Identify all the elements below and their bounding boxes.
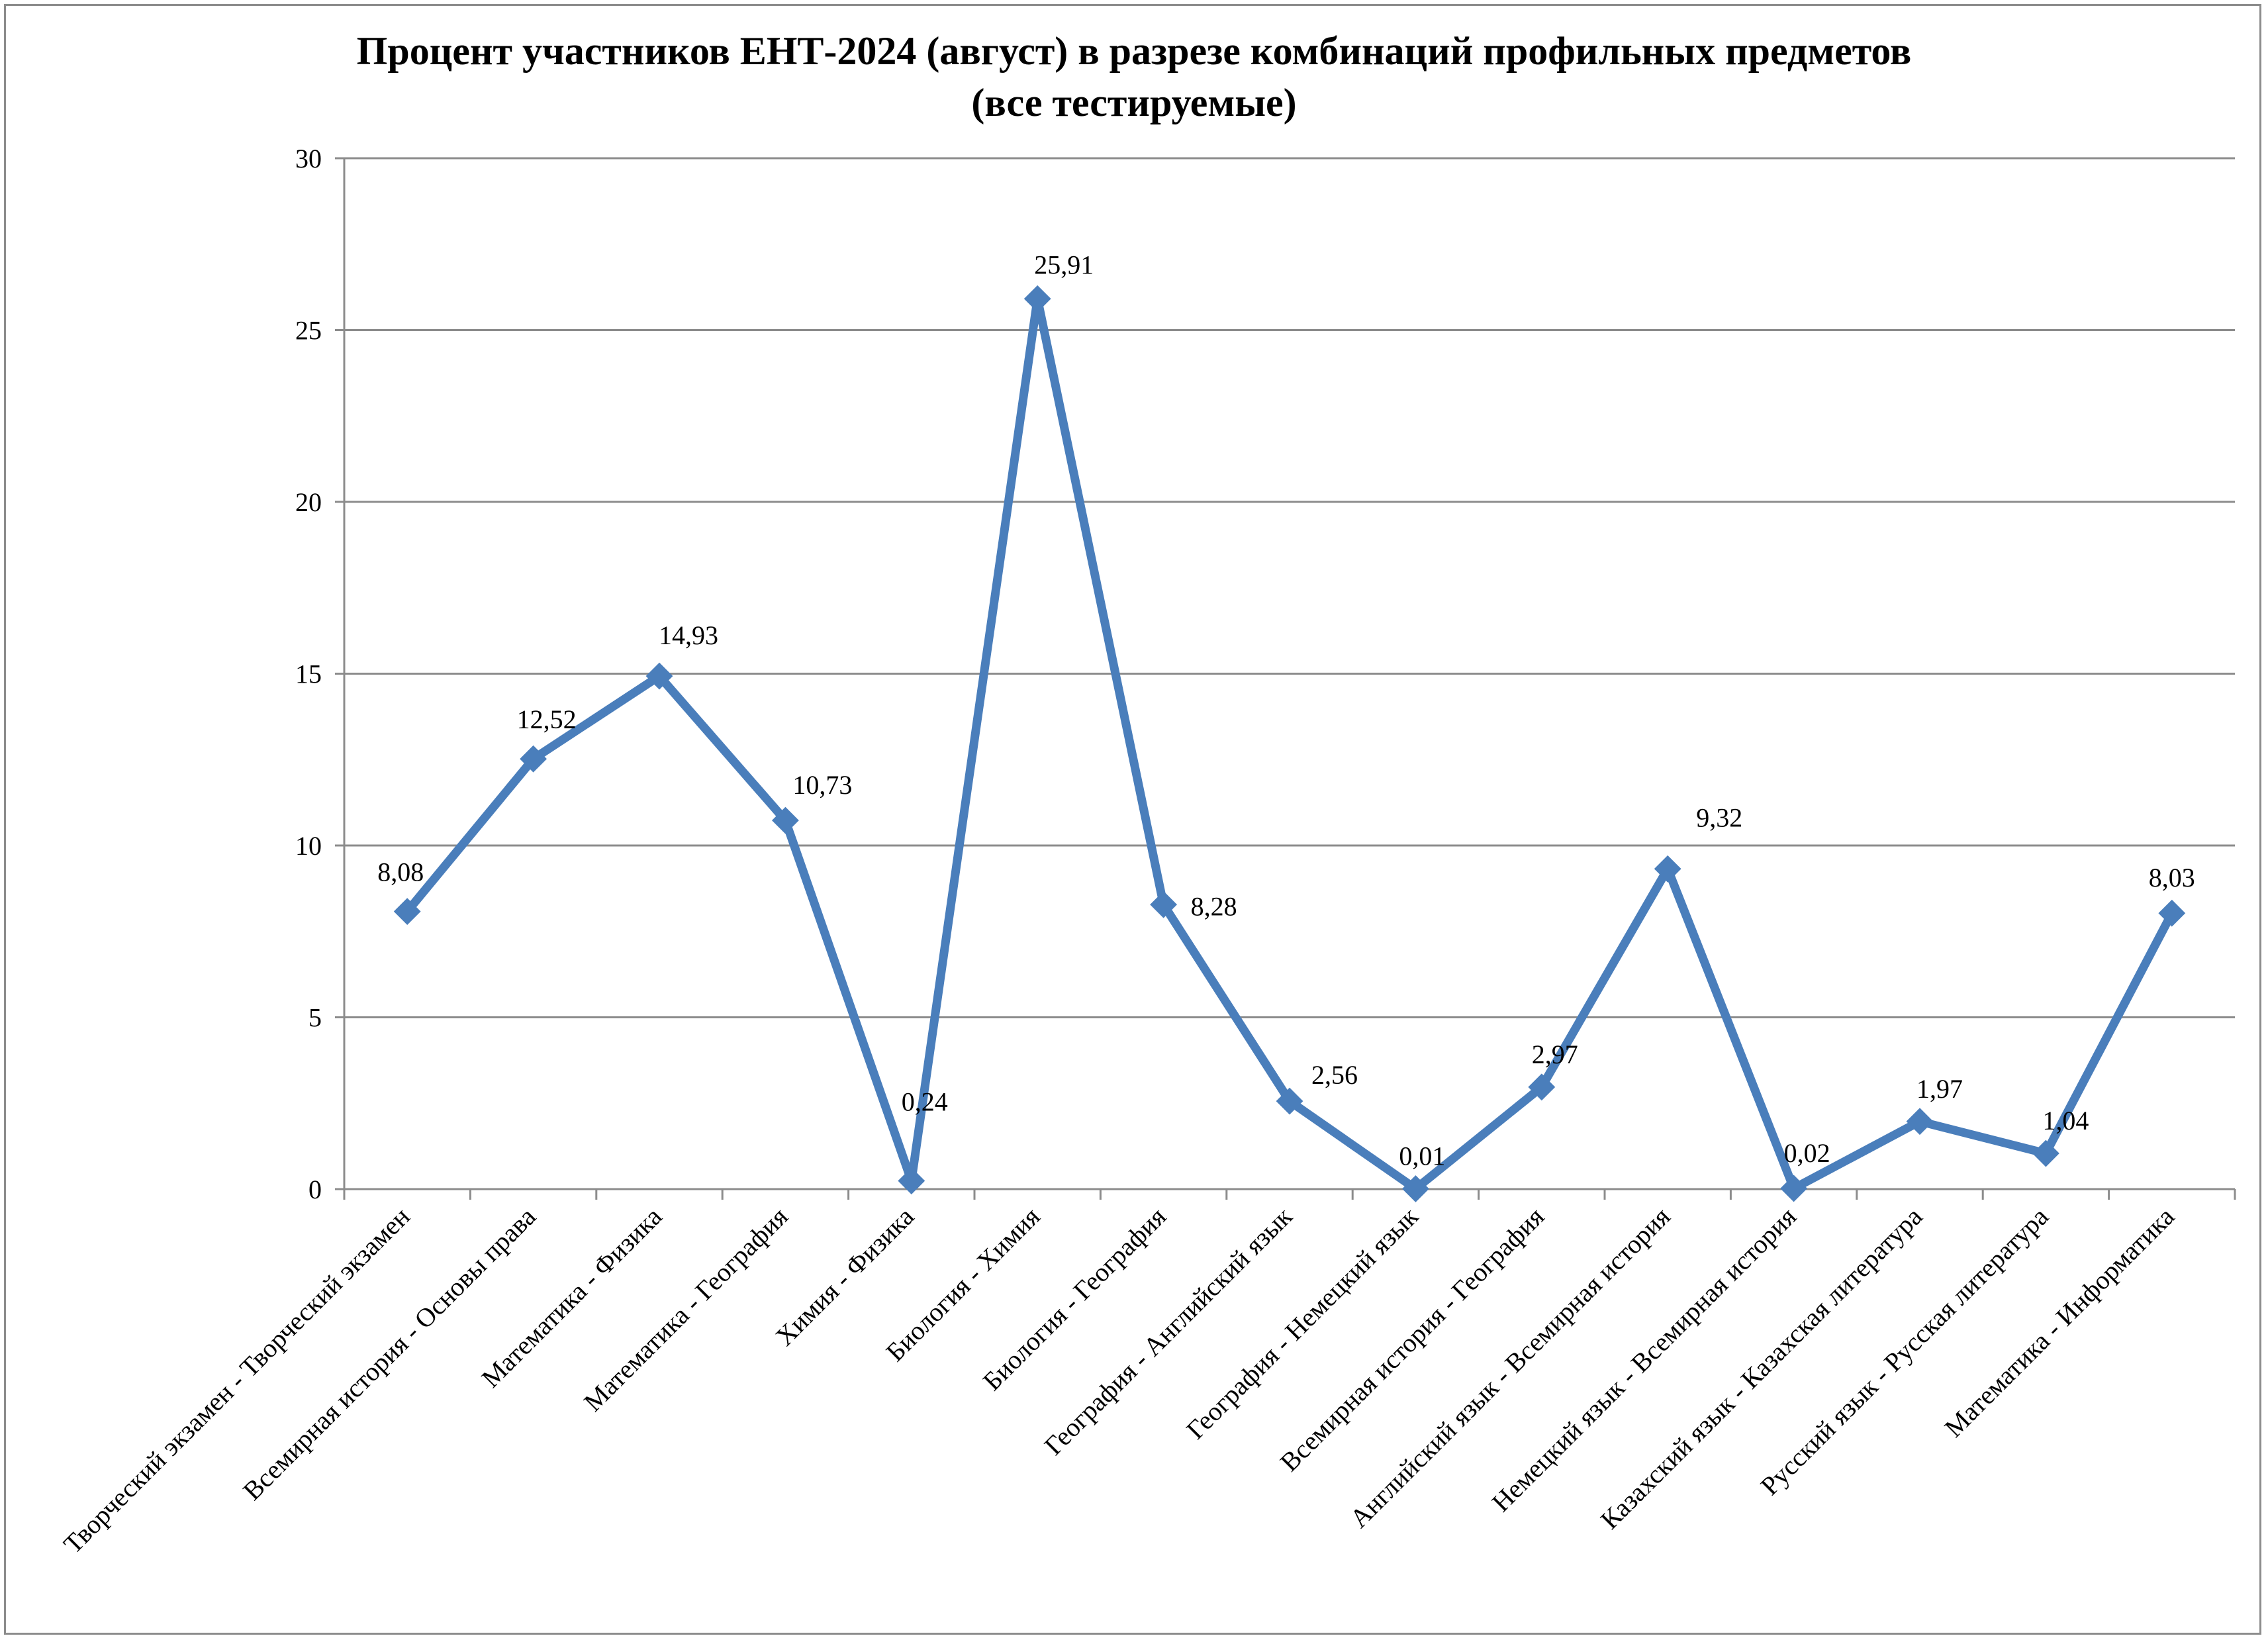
data-label: 12,52 [517,704,577,734]
data-label: 8,03 [2149,863,2195,892]
data-label: 8,28 [1191,891,1237,921]
series-line [402,294,2177,1193]
data-point-marker [2158,899,2186,927]
data-point-marker [1654,855,1681,883]
data-point-marker [2032,1139,2059,1167]
x-category-label: Математика - Информатика [1938,1201,2180,1443]
x-axis-category-labels: Творческий экзамен - Творческий экзаменВ… [58,1201,2180,1559]
data-point-marker [393,898,421,926]
data-point-marker [898,1167,925,1194]
x-category-label: География - Английский язык [1039,1201,1298,1461]
y-tick-label: 5 [308,1003,322,1033]
y-axis-tick-labels: 0 5 10 15 20 25 30 [295,144,322,1204]
y-tick-label: 25 [295,316,322,346]
data-labels: 8,08 12,52 14,93 10,73 0,24 25,91 8,28 2,56 0,01… [377,250,2195,1171]
chart-title-line-2: (все тестируемые) [971,81,1297,124]
x-category-label: Всемирная история - География [1274,1202,1550,1477]
data-label: 0,01 [1399,1141,1445,1171]
data-label: 9,32 [1696,802,1742,832]
data-label: 0,24 [902,1087,948,1117]
y-tick-label: 20 [295,487,322,517]
data-label: 25,91 [1034,250,1094,279]
y-tick-label: 15 [295,659,322,689]
data-point-marker [645,662,673,690]
x-category-label: Математика - География [578,1202,794,1418]
y-tick-label: 30 [295,144,322,173]
y-tick-label: 10 [295,831,322,861]
data-point-marker [1276,1087,1303,1115]
data-point-marker [1906,1108,1934,1135]
data-point-marker [520,745,547,773]
data-label: 2,97 [1532,1039,1578,1069]
axes [335,157,2236,1200]
data-point-marker [1528,1073,1556,1101]
data-label: 1,97 [1916,1074,1963,1104]
data-label: 2,56 [1311,1060,1358,1090]
chart-title-line-1: Процент участников ЕНТ-2024 (август) в р… [356,29,1912,73]
chart-title: Процент участников ЕНТ-2024 (август) в р… [0,25,2268,128]
chart-frame [4,4,2261,1635]
y-tick-label: 0 [308,1175,322,1204]
series [393,285,2186,1202]
data-label: 14,93 [659,620,718,650]
data-point-marker [1150,891,1178,918]
data-label: 10,73 [792,770,852,800]
data-label: 8,08 [377,857,424,887]
x-category-label: География - Немецкий язык [1180,1201,1424,1445]
data-point-marker [771,806,799,834]
data-point-marker [1023,285,1051,313]
data-point-marker [1401,1175,1429,1202]
gridlines [344,157,2235,1018]
data-point-marker [1780,1175,1808,1202]
data-label: 1,04 [2042,1106,2089,1135]
data-label: 0,02 [1784,1138,1830,1168]
